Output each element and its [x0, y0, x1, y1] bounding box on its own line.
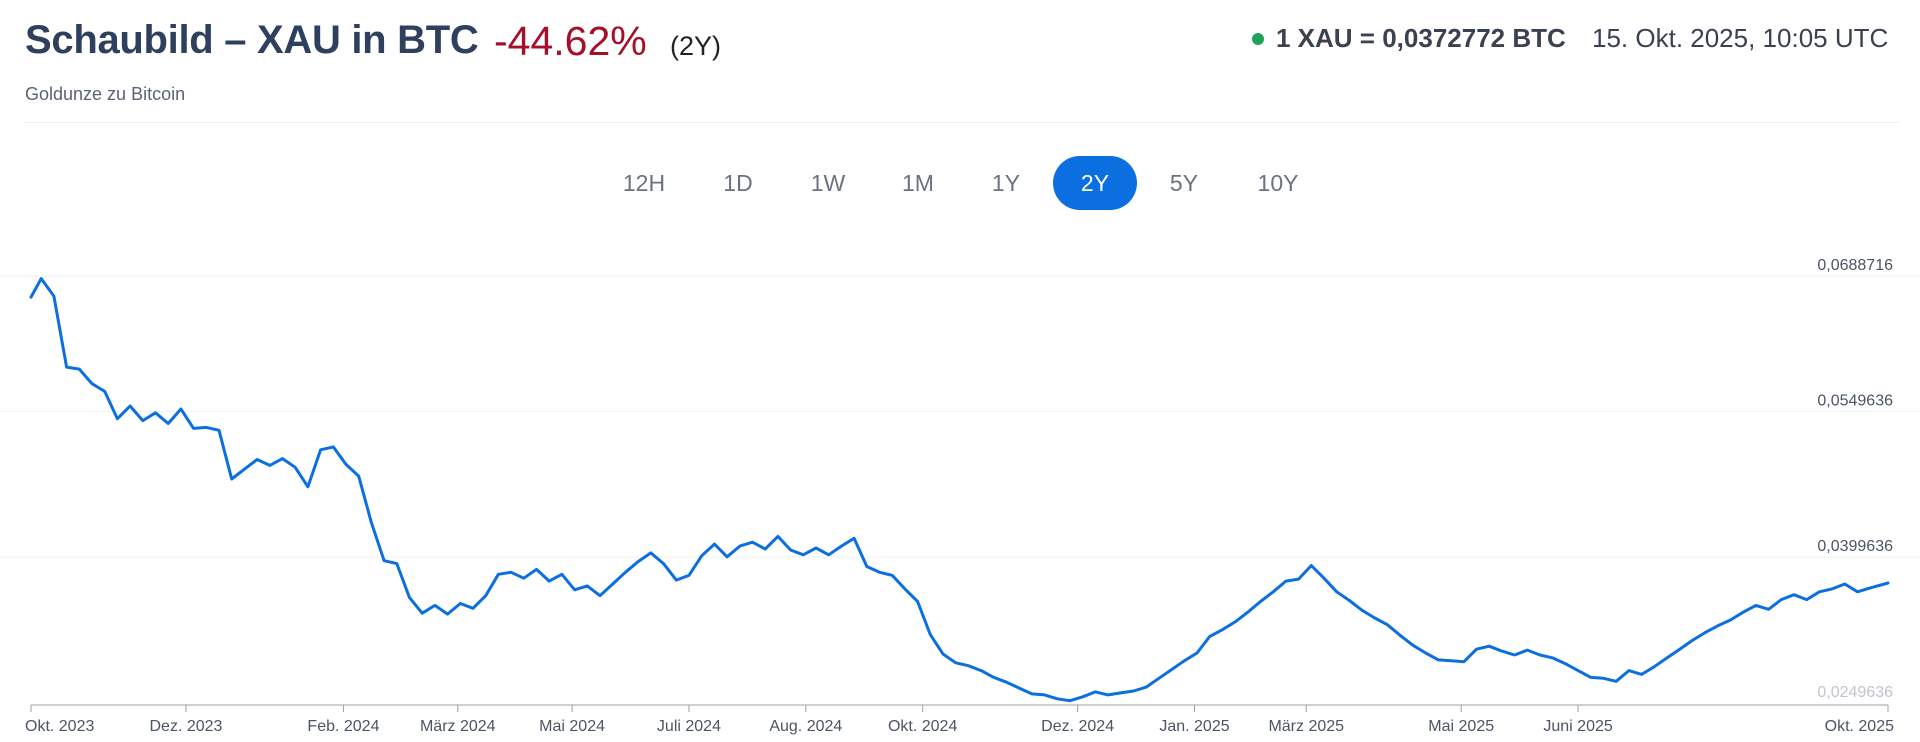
y-tick-label: 0,0249636 — [1817, 684, 1893, 701]
live-dot-icon — [1252, 33, 1264, 45]
x-axis-ticks: Okt. 2023 Dez. 2023 Feb. 2024 März 2024 Mai … — [25, 705, 1894, 735]
time-range-tabs: 12H 1D 1W 1M 1Y 2Y 5Y 10Y — [0, 156, 1920, 210]
x-tick-label: Juli 2024 — [657, 718, 721, 735]
x-tick-label: Mai 2024 — [539, 718, 605, 735]
percent-change: -44.62% — [494, 18, 647, 64]
y-tick-label: 0,0399636 — [1817, 538, 1893, 555]
tab-1y[interactable]: 1Y — [991, 170, 1021, 196]
exchange-rate: 1 XAU = 0,0372772 BTC — [1276, 23, 1566, 53]
chart-title: Schaubild – XAU in BTC — [25, 18, 479, 62]
x-tick-label: Dez. 2023 — [149, 718, 222, 735]
y-tick-label: 0,0549636 — [1817, 392, 1893, 409]
line-chart: 0,0688716 0,0549636 0,0399636 0,0249636 Okt… — [0, 257, 1920, 735]
tab-1d[interactable]: 1D — [723, 170, 753, 196]
period-label: (2Y) — [670, 31, 722, 61]
header-divider — [25, 122, 1900, 123]
grid-lines — [0, 275, 1920, 558]
x-tick-label: Aug. 2024 — [769, 718, 842, 735]
x-tick-label: März 2025 — [1268, 718, 1344, 735]
x-tick-label: Jan. 2025 — [1159, 718, 1229, 735]
y-axis-labels: 0,0688716 0,0549636 0,0399636 0,0249636 — [1817, 257, 1893, 701]
tab-2y[interactable]: 2Y — [1053, 156, 1137, 210]
x-tick-label: Okt. 2024 — [888, 718, 957, 735]
x-tick-label: Juni 2025 — [1543, 718, 1612, 735]
tab-1w[interactable]: 1W — [810, 170, 846, 196]
chart-subtitle: Goldunze zu Bitcoin — [25, 84, 186, 104]
tab-10y[interactable]: 10Y — [1257, 170, 1299, 196]
tab-5y[interactable]: 5Y — [1169, 170, 1199, 196]
y-tick-label: 0,0688716 — [1817, 257, 1893, 274]
tab-1m[interactable]: 1M — [902, 170, 934, 196]
rate-timestamp: 15. Okt. 2025, 10:05 UTC — [1592, 23, 1889, 53]
x-tick-label: März 2024 — [420, 718, 496, 735]
tab-12h[interactable]: 12H — [622, 170, 666, 196]
x-tick-label: Okt. 2023 — [25, 718, 94, 735]
x-tick-label: Dez. 2024 — [1041, 718, 1114, 735]
price-line — [29, 277, 1890, 703]
x-tick-label: Mai 2025 — [1428, 718, 1494, 735]
x-tick-label: Okt. 2025 — [1825, 718, 1894, 735]
x-tick-label: Feb. 2024 — [307, 718, 379, 735]
